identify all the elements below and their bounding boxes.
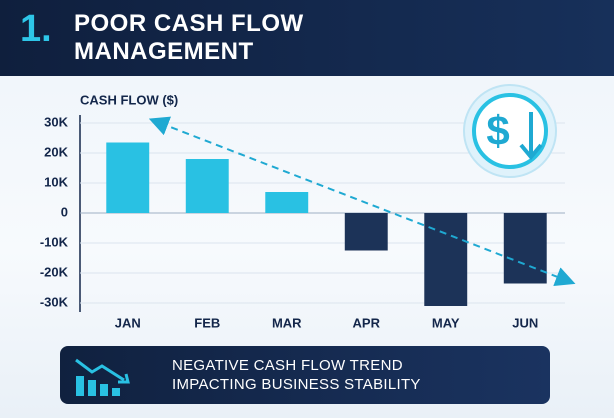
x-tick-label: APR xyxy=(353,315,381,330)
bar xyxy=(344,213,388,251)
y-tick-label: 0 xyxy=(61,204,68,219)
footer-banner: NEGATIVE CASH FLOW TREND IMPACTING BUSIN… xyxy=(60,346,550,404)
header-number: 1. xyxy=(20,8,52,50)
x-tick-label: FEB xyxy=(194,315,220,330)
footer-icon xyxy=(75,358,130,396)
x-tick-label: MAY xyxy=(432,315,460,330)
bar xyxy=(106,142,150,213)
y-tick-label: -20K xyxy=(40,264,69,279)
bar xyxy=(503,213,547,284)
footer-line: NEGATIVE CASH FLOW TREND xyxy=(172,357,403,374)
bar xyxy=(265,192,309,213)
trend-arrow xyxy=(148,116,576,286)
bar xyxy=(185,159,229,213)
x-tick-label: MAR xyxy=(272,315,302,330)
dollar-icon: $ xyxy=(463,84,557,178)
y-axis-label: CASH FLOW ($) xyxy=(80,92,178,107)
header: 1. POOR CASH FLOW MANAGEMENT xyxy=(0,0,614,76)
y-tick-label: -10K xyxy=(40,234,69,249)
header-title: POOR CASH FLOW MANAGEMENT xyxy=(74,10,304,65)
y-tick-label: -30K xyxy=(40,294,69,309)
x-tick-label: JAN xyxy=(115,315,141,330)
footer-line: IMPACTING BUSINESS STABILITY xyxy=(172,376,421,393)
y-tick-label: 10K xyxy=(44,174,68,189)
y-tick-label: 20K xyxy=(44,144,68,159)
svg-text:$: $ xyxy=(486,107,509,154)
y-tick-label: 30K xyxy=(44,114,68,129)
x-tick-label: JUN xyxy=(512,315,538,330)
